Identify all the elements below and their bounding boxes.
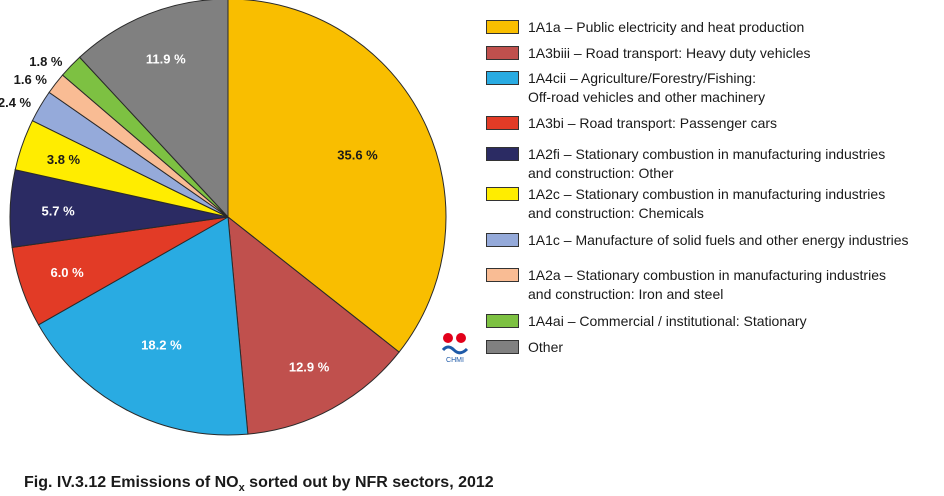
legend-label: 1A2fi – Stationary combustion in manufac… — [528, 145, 885, 183]
legend-swatch — [486, 233, 519, 247]
legend-item: 1A2a – Stationary combustion in manufact… — [486, 266, 886, 304]
legend-item: 1A2c – Stationary combustion in manufact… — [486, 185, 885, 223]
legend-label: 1A2a – Stationary combustion in manufact… — [528, 266, 886, 304]
pie-slice-label: 11.9 % — [146, 52, 186, 67]
legend-item: 1A4cii – Agriculture/Forestry/Fishing: Of… — [486, 69, 765, 107]
legend-label: 1A3biii – Road transport: Heavy duty veh… — [528, 44, 810, 63]
pie-slice-label: 35.6 % — [337, 147, 378, 162]
legend-item: 1A4ai – Commercial / institutional: Stat… — [486, 312, 807, 331]
legend-swatch — [486, 187, 519, 201]
legend-label-line: Other — [528, 339, 564, 355]
legend-label-line: 1A2c – Stationary combustion in manufact… — [528, 186, 886, 202]
legend-swatch — [486, 147, 519, 161]
caption-prefix: Fig. IV.3.12 Emissions of NO — [24, 474, 239, 491]
figure-caption: Fig. IV.3.12 Emissions of NOx sorted out… — [24, 474, 494, 494]
legend-item: 1A1c – Manufacture of solid fuels and ot… — [486, 231, 909, 250]
pie-slice-label: 5.7 % — [41, 203, 75, 218]
pie-slice — [227, 0, 447, 353]
legend-label-line: 1A3biii – Road transport: Heavy duty veh… — [528, 45, 811, 61]
legend-label-line: 1A3bi – Road transport: Passenger cars — [528, 115, 778, 131]
legend-label: 1A1a – Public electricity and heat produ… — [528, 18, 804, 37]
legend-item: Other — [486, 338, 563, 357]
pie-slice-label: 18.2 % — [141, 338, 182, 353]
legend-label: 1A2c – Stationary combustion in manufact… — [528, 185, 885, 223]
legend-item: 1A1a – Public electricity and heat produ… — [486, 18, 804, 37]
pie-slice-label: 2.4 % — [0, 95, 32, 110]
logo-text: CHMI — [446, 357, 464, 364]
legend-label-line: and construction: Other — [528, 165, 674, 181]
pie-slice — [227, 215, 400, 435]
pie-slice-label: 12.9 % — [289, 360, 330, 375]
pie-slice — [37, 216, 249, 436]
chmi-logo: CHMI — [441, 333, 469, 364]
legend-swatch — [486, 116, 519, 130]
legend-swatch — [486, 20, 519, 34]
legend-label: 1A1c – Manufacture of solid fuels and ot… — [528, 231, 909, 250]
legend-label-line: 1A1a – Public electricity and heat produ… — [528, 19, 805, 35]
legend-label-line: 1A1c – Manufacture of solid fuels and ot… — [528, 232, 909, 248]
logo-wave-icon — [441, 345, 469, 355]
legend-item: 1A3biii – Road transport: Heavy duty veh… — [486, 44, 810, 63]
caption-subscript: x — [238, 482, 245, 495]
pie-slice-label: 6.0 % — [50, 265, 84, 280]
legend-swatch — [486, 46, 519, 60]
legend-label-line: 1A2a – Stationary combustion in manufact… — [528, 267, 886, 283]
legend-label-line: and construction: Iron and steel — [528, 286, 724, 302]
pie-slices — [9, 0, 447, 436]
nox-pie-chart: 35.6 % 12.9 % 18.2 % 6.0 % 5.7 % 3.8 % 2.4 % 1.… — [0, 0, 447, 436]
legend-label-line: 1A4ai – Commercial / institutional: Stat… — [528, 313, 807, 329]
pie-slice-label: 3.8 % — [47, 152, 81, 167]
legend-label: 1A4ai – Commercial / institutional: Stat… — [528, 312, 807, 331]
pie-slice-label: 1.6 % — [14, 72, 48, 87]
pie-slice — [78, 0, 229, 219]
legend-label: 1A3bi – Road transport: Passenger cars — [528, 114, 777, 133]
legend-swatch — [486, 340, 519, 354]
logo-red-circle-left — [443, 333, 453, 343]
legend-swatch — [486, 314, 519, 328]
pie-slice-label: 1.8 % — [29, 54, 63, 69]
legend-label-line: 1A2fi – Stationary combustion in manufac… — [528, 146, 886, 162]
legend-swatch — [486, 71, 519, 85]
caption-suffix: sorted out by NFR sectors, 2012 — [244, 474, 494, 491]
legend-item: 1A3bi – Road transport: Passenger cars — [486, 114, 777, 133]
legend-label: 1A4cii – Agriculture/Forestry/Fishing: Of… — [528, 69, 765, 107]
legend-item: 1A2fi – Stationary combustion in manufac… — [486, 145, 885, 183]
legend-label: Other — [528, 338, 563, 357]
pie-slice-labels: 35.6 % 12.9 % 18.2 % 6.0 % 5.7 % 3.8 % 2.4 % 1.… — [0, 52, 378, 375]
legend-swatch — [486, 268, 519, 282]
legend-label-line: and construction: Chemicals — [528, 205, 704, 221]
logo-red-circle-right — [456, 333, 466, 343]
legend-label-line: 1A4cii – Agriculture/Forestry/Fishing: — [528, 70, 756, 86]
legend-label-line: Off-road vehicles and other machinery — [528, 89, 766, 105]
